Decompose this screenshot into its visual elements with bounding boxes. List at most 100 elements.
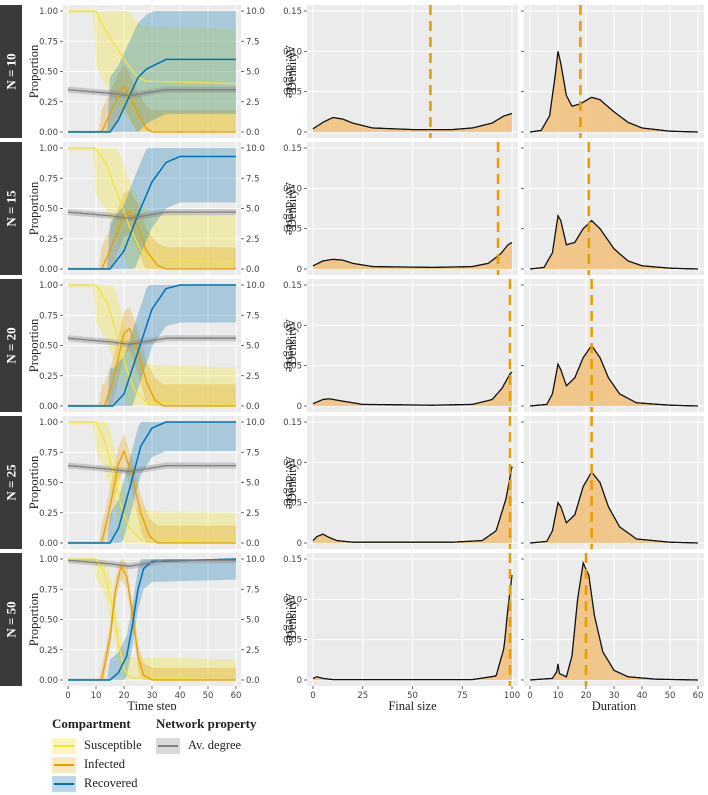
y-axis-title-density: Density [285, 188, 299, 228]
x-tick-label: 50 [203, 691, 214, 701]
y-right-tick-label: 7.5 [246, 311, 260, 321]
av-degree-line [67, 89, 236, 97]
y-right-tick-label: 2.5 [246, 235, 260, 245]
y-right-tick-label: 2.5 [246, 509, 260, 519]
legend-label-infected: Infected [84, 757, 125, 771]
legend-key-recovered [52, 775, 76, 792]
recovered-line [68, 58, 236, 133]
y-tick-label: 0.25 [39, 646, 58, 656]
x-tick-label: 20 [119, 691, 130, 701]
y-tick-label: 1.00 [39, 555, 58, 565]
y-tick-label: 0.25 [39, 372, 58, 382]
recovered-ribbon [68, 148, 236, 269]
y-tick-label: 0.00 [39, 128, 58, 138]
final-size-x-tick-label: 100 [504, 691, 520, 701]
duration-density-area [530, 215, 698, 269]
legend-key-infected [52, 756, 76, 773]
final-size-density-line [312, 575, 513, 681]
recovered-line [68, 155, 236, 270]
final-size-y-tick-label: 0.15 [283, 144, 302, 154]
final-size-density-line [312, 466, 513, 543]
final-size-y-tick-label: 0.15 [283, 555, 302, 565]
final-size-density-line [312, 112, 513, 131]
y-right-tick-label: 10.0 [246, 555, 265, 565]
duration-density-line [529, 470, 698, 544]
y-tick-label: 0.50 [39, 205, 58, 215]
y-tick-label: 0.00 [39, 402, 58, 412]
y-right-tick-label: 10.0 [246, 7, 265, 17]
recovered-ribbon [68, 422, 236, 543]
legend-item-recovered: Recovered [52, 774, 142, 793]
duration-density-line [529, 344, 698, 407]
y-right-tick-label: 10.0 [246, 144, 265, 154]
av-degree-line [67, 559, 236, 567]
final-size-y-tick-label: 0.05 [283, 499, 302, 509]
y-right-tick-label: 7.5 [246, 448, 260, 458]
y-tick-label: 0.00 [39, 676, 58, 686]
y-right-tick-label: 10.0 [246, 418, 265, 428]
y-right-tick-label: 2.5 [246, 372, 260, 382]
y-right-axis-title: Av. degree [283, 182, 297, 236]
y-tick-label: 0.75 [39, 585, 58, 595]
susceptible-ribbon [68, 148, 236, 269]
y-right-tick-label: 10.0 [246, 281, 265, 291]
y-axis-title-density: Density [285, 51, 299, 91]
y-right-tick-label: 2.5 [246, 646, 260, 656]
duration-x-tick-label: 10 [553, 691, 564, 701]
duration-density-area [530, 472, 698, 543]
legend-key-susceptible [52, 737, 76, 754]
y-right-tick-label: 0.0 [246, 402, 260, 412]
final-size-y-tick-label: 0 [297, 402, 302, 412]
y-right-tick-label: 5.0 [246, 68, 260, 78]
x-axis-title-time: Time step [127, 699, 176, 710]
y-axis-title: Proportion [27, 455, 41, 509]
x-tick-label: 40 [175, 691, 186, 701]
y-axis-title: Proportion [27, 181, 41, 235]
legend-key-av-degree [156, 737, 180, 754]
final-size-x-tick-label: 75 [457, 691, 468, 701]
infected-ribbon [68, 306, 236, 406]
duration-x-tick-label: 40 [637, 691, 648, 701]
x-tick-label: 60 [231, 691, 242, 701]
susceptible-ribbon [68, 11, 236, 132]
legend-label-susceptible: Susceptible [84, 738, 142, 752]
x-tick-label: 10 [91, 691, 102, 701]
x-tick-label: 30 [147, 691, 158, 701]
y-tick-label: 0.00 [39, 539, 58, 549]
av-degree-ribbon [68, 559, 236, 570]
av-degree-line [67, 211, 236, 219]
infected-ribbon [68, 559, 236, 680]
final-size-y-tick-label: 0.05 [283, 636, 302, 646]
y-right-tick-label: 2.5 [246, 98, 260, 108]
facet-strip [0, 553, 22, 686]
legend-network-title: Network property [156, 716, 257, 731]
final-size-density-line [312, 371, 513, 406]
y-right-tick-label: 0.0 [246, 128, 260, 138]
final-size-density-area [313, 372, 512, 406]
y-tick-label: 0.75 [39, 448, 58, 458]
final-size-y-tick-label: 0.05 [283, 362, 302, 372]
susceptible-ribbon [68, 559, 236, 680]
legend-item-susceptible: Susceptible [52, 736, 142, 755]
facet-strip-label: N = 50 [4, 601, 19, 637]
facet-strip-label: N = 25 [4, 464, 19, 501]
av-degree-line [67, 464, 236, 473]
y-right-tick-label: 0.0 [246, 265, 260, 275]
facet-strip [0, 416, 22, 549]
facet-strip-label: N = 10 [4, 53, 19, 89]
y-tick-label: 1.00 [39, 144, 58, 154]
final-size-y-tick-label: 0.10 [283, 184, 302, 194]
duration-density-area [530, 345, 698, 406]
y-axis-title: Proportion [27, 44, 41, 98]
susceptible-ribbon [68, 422, 236, 543]
y-right-tick-label: 7.5 [246, 37, 260, 47]
legend-label-recovered: Recovered [84, 776, 138, 790]
duration-x-axis-title: Duration [592, 699, 637, 710]
y-tick-label: 0.00 [39, 265, 58, 275]
y-axis-title-density: Density [285, 462, 299, 502]
y-right-tick-label: 5.0 [246, 205, 260, 215]
y-tick-label: 1.00 [39, 7, 58, 17]
y-tick-label: 0.75 [39, 311, 58, 321]
duration-density-line [529, 213, 698, 270]
final-size-y-tick-label: 0.15 [283, 7, 302, 17]
